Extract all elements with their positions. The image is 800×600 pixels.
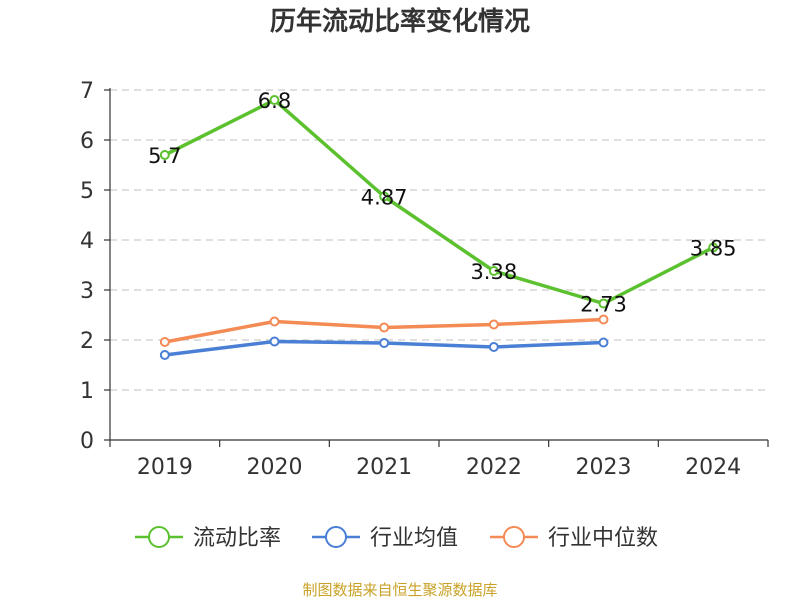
legend-marker bbox=[148, 526, 170, 548]
y-tick-label: 6 bbox=[80, 129, 94, 154]
series-lines bbox=[164, 98, 714, 357]
axes: 0 1 2 3 4 5 6 7 2019 2020 2021 2022 2023 2024 bbox=[80, 79, 769, 480]
data-label: 4.87 bbox=[361, 186, 408, 210]
legend: 流动比率 行业均值 行业中位数 bbox=[135, 526, 658, 551]
legend-label: 行业均值 bbox=[370, 526, 458, 551]
data-labels: 5.7 6.8 4.87 3.38 2.73 3.85 bbox=[148, 89, 736, 317]
series-points bbox=[159, 95, 719, 360]
y-tick-label: 2 bbox=[80, 329, 94, 354]
data-label: 6.8 bbox=[258, 89, 291, 113]
data-point bbox=[269, 336, 280, 347]
data-label: 5.7 bbox=[148, 144, 181, 168]
data-point bbox=[708, 242, 719, 253]
legend-marker bbox=[503, 526, 525, 548]
y-tick-label: 1 bbox=[80, 379, 94, 404]
grid-lines bbox=[110, 89, 768, 391]
x-tick-label: 2023 bbox=[576, 455, 632, 480]
data-point bbox=[159, 337, 170, 347]
legend-marker bbox=[325, 526, 347, 548]
data-point bbox=[379, 191, 390, 202]
source-note: 制图数据来自恒生聚源数据库 bbox=[302, 581, 497, 599]
data-point bbox=[598, 337, 609, 348]
data-point bbox=[598, 314, 609, 325]
x-tick-label: 2022 bbox=[466, 455, 522, 480]
y-tick-label: 5 bbox=[80, 179, 94, 204]
x-tick-label: 2019 bbox=[137, 455, 193, 480]
data-label: 3.85 bbox=[690, 237, 737, 261]
x-tick-label: 2024 bbox=[685, 455, 741, 480]
data-point bbox=[269, 95, 280, 105]
data-point bbox=[269, 316, 280, 327]
x-tick-label: 2021 bbox=[356, 455, 412, 480]
data-point bbox=[379, 322, 390, 333]
data-point bbox=[488, 266, 499, 276]
data-label: 3.38 bbox=[470, 260, 517, 284]
y-tick-label: 7 bbox=[80, 79, 94, 104]
y-tick-label: 0 bbox=[80, 429, 94, 454]
data-point bbox=[159, 350, 170, 360]
y-tick-label: 3 bbox=[80, 279, 94, 304]
series-line bbox=[164, 98, 714, 306]
data-point bbox=[159, 150, 170, 160]
legend-label: 行业中位数 bbox=[548, 526, 658, 551]
data-point bbox=[598, 298, 609, 309]
x-tick-label: 2020 bbox=[247, 455, 303, 480]
data-point bbox=[488, 319, 499, 330]
data-label: 2.73 bbox=[580, 293, 627, 317]
data-point bbox=[379, 338, 390, 348]
data-point bbox=[488, 342, 499, 352]
legend-label: 流动比率 bbox=[193, 526, 281, 551]
y-tick-label: 4 bbox=[80, 229, 94, 254]
chart-title: 历年流动比率变化情况 bbox=[270, 6, 530, 37]
